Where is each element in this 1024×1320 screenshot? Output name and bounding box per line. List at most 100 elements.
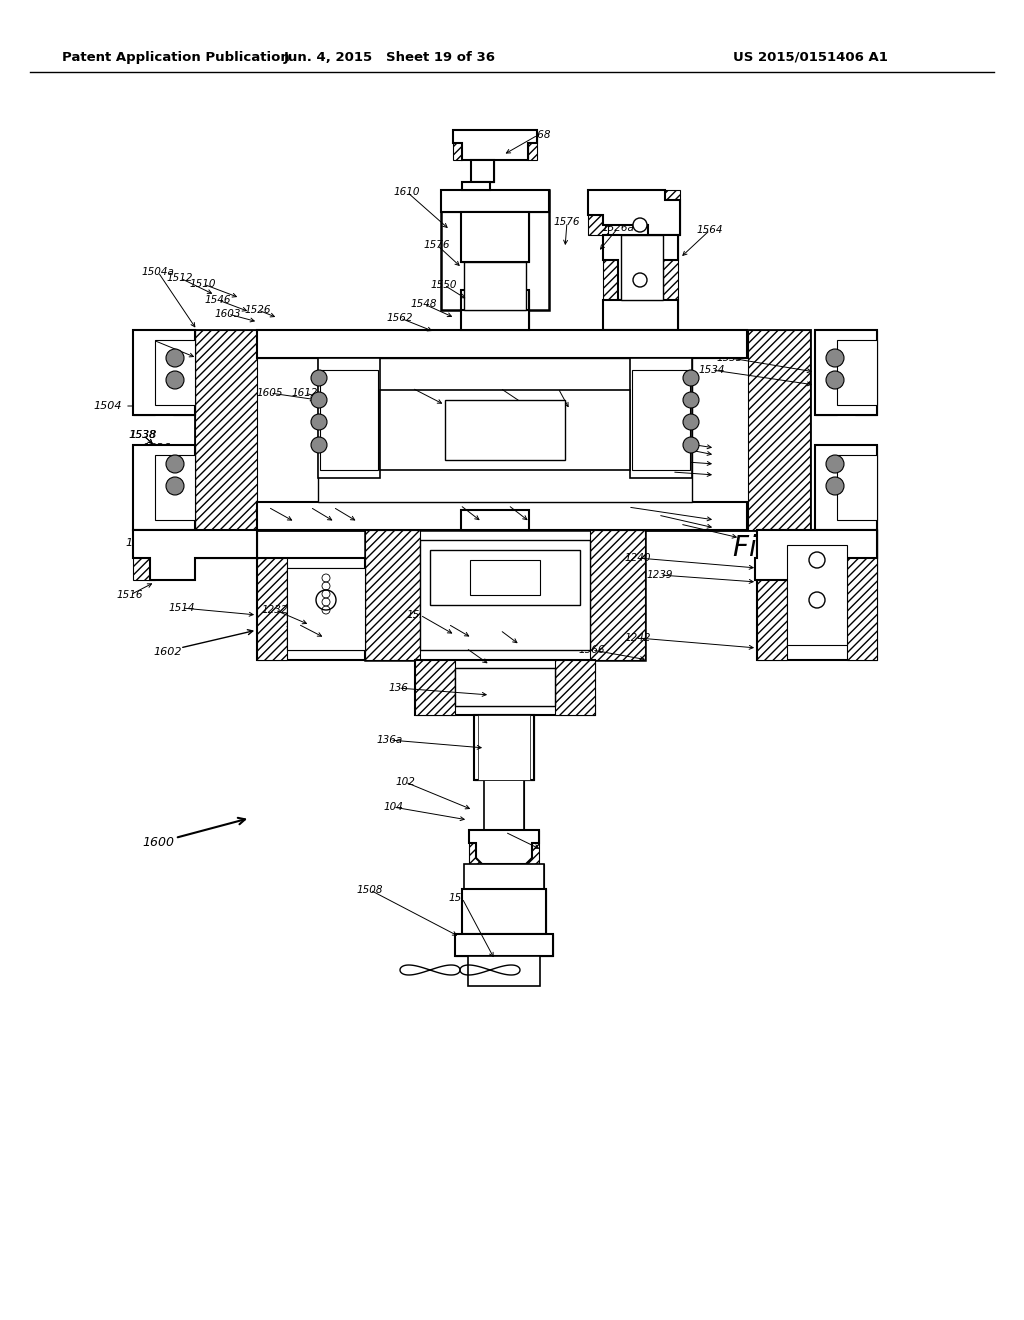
Bar bbox=[430, 550, 580, 605]
Text: 1600: 1600 bbox=[142, 836, 174, 849]
Text: US 2015/0151406 A1: US 2015/0151406 A1 bbox=[732, 50, 888, 63]
Bar bbox=[257, 502, 746, 531]
Circle shape bbox=[683, 437, 699, 453]
Bar bbox=[257, 502, 746, 531]
Bar bbox=[815, 445, 837, 531]
Text: 1526b: 1526b bbox=[151, 495, 185, 506]
Text: 1538: 1538 bbox=[129, 430, 158, 440]
Bar bbox=[462, 888, 546, 935]
Bar bbox=[815, 445, 877, 531]
Bar bbox=[464, 865, 544, 888]
Text: 1232: 1232 bbox=[262, 605, 288, 615]
Bar bbox=[461, 290, 529, 310]
Bar bbox=[461, 310, 529, 330]
Text: 1504: 1504 bbox=[94, 401, 122, 411]
Polygon shape bbox=[588, 190, 680, 235]
Bar bbox=[470, 560, 540, 595]
Bar bbox=[470, 560, 540, 595]
Circle shape bbox=[316, 590, 336, 610]
Bar bbox=[855, 531, 877, 579]
Bar bbox=[660, 190, 680, 235]
Text: 136a: 136a bbox=[377, 735, 403, 744]
Bar bbox=[565, 389, 630, 470]
Circle shape bbox=[826, 371, 844, 389]
Bar bbox=[195, 531, 257, 558]
Bar bbox=[195, 330, 257, 531]
Bar bbox=[155, 455, 195, 520]
Bar bbox=[528, 129, 537, 160]
Text: 1216: 1216 bbox=[148, 552, 177, 562]
Bar bbox=[837, 341, 877, 405]
Bar bbox=[471, 160, 494, 182]
Bar bbox=[441, 190, 461, 310]
Bar bbox=[455, 935, 553, 956]
Text: 1504a: 1504a bbox=[141, 267, 174, 277]
Text: 104: 104 bbox=[383, 803, 402, 812]
Bar bbox=[318, 370, 380, 430]
Bar bbox=[445, 400, 565, 459]
Text: 1535: 1535 bbox=[398, 383, 425, 393]
Bar bbox=[603, 300, 621, 330]
Bar bbox=[471, 160, 494, 182]
Bar bbox=[380, 389, 445, 470]
Text: 136b: 136b bbox=[492, 828, 518, 837]
Text: 138c: 138c bbox=[286, 619, 311, 630]
Bar bbox=[441, 190, 549, 310]
Text: 1553: 1553 bbox=[642, 438, 669, 447]
Circle shape bbox=[311, 414, 327, 430]
Bar bbox=[155, 341, 195, 405]
Bar bbox=[415, 660, 595, 715]
Circle shape bbox=[166, 371, 184, 389]
Bar bbox=[365, 531, 645, 660]
Text: 1246: 1246 bbox=[667, 519, 693, 529]
Text: 1250: 1250 bbox=[486, 624, 513, 635]
Bar bbox=[461, 510, 529, 531]
Text: 1222: 1222 bbox=[658, 467, 685, 477]
Bar bbox=[318, 358, 380, 478]
Bar bbox=[420, 540, 590, 649]
Bar bbox=[527, 190, 549, 310]
Text: 1538: 1538 bbox=[130, 430, 157, 440]
Bar bbox=[603, 300, 678, 330]
Text: 1240: 1240 bbox=[625, 553, 651, 564]
Text: 1524: 1524 bbox=[446, 500, 473, 510]
Circle shape bbox=[683, 392, 699, 408]
Circle shape bbox=[633, 273, 647, 286]
Bar bbox=[319, 370, 378, 470]
Circle shape bbox=[826, 348, 844, 367]
Text: 1514: 1514 bbox=[169, 603, 196, 612]
Bar bbox=[469, 830, 485, 865]
Bar bbox=[462, 888, 546, 935]
Circle shape bbox=[826, 455, 844, 473]
Text: 1608: 1608 bbox=[297, 502, 324, 512]
Text: 1239: 1239 bbox=[647, 570, 673, 579]
Bar bbox=[173, 330, 195, 414]
Bar bbox=[318, 358, 692, 502]
Text: Jun. 4, 2015   Sheet 19 of 36: Jun. 4, 2015 Sheet 19 of 36 bbox=[284, 50, 496, 63]
Text: 1606: 1606 bbox=[319, 502, 346, 512]
Bar bbox=[501, 190, 549, 213]
Text: 1536: 1536 bbox=[142, 444, 171, 453]
Bar bbox=[815, 330, 837, 414]
Bar bbox=[461, 213, 479, 261]
Bar bbox=[847, 531, 877, 660]
Polygon shape bbox=[755, 531, 877, 579]
Bar bbox=[133, 445, 155, 531]
Text: 1552: 1552 bbox=[407, 610, 433, 620]
Text: 1542: 1542 bbox=[332, 388, 358, 399]
Bar bbox=[540, 550, 580, 605]
Bar bbox=[380, 389, 630, 470]
Bar bbox=[461, 310, 529, 330]
Text: 1605: 1605 bbox=[257, 388, 284, 399]
Text: 136: 136 bbox=[388, 682, 408, 693]
Bar bbox=[632, 370, 690, 470]
Text: 1526a: 1526a bbox=[601, 223, 635, 234]
Bar bbox=[455, 668, 555, 706]
Text: 1560: 1560 bbox=[495, 500, 521, 510]
Text: 1612: 1612 bbox=[292, 388, 318, 399]
Bar bbox=[484, 780, 524, 830]
Text: 1244: 1244 bbox=[645, 510, 672, 520]
Bar bbox=[257, 330, 746, 358]
Bar bbox=[603, 235, 621, 300]
Bar bbox=[455, 668, 555, 706]
